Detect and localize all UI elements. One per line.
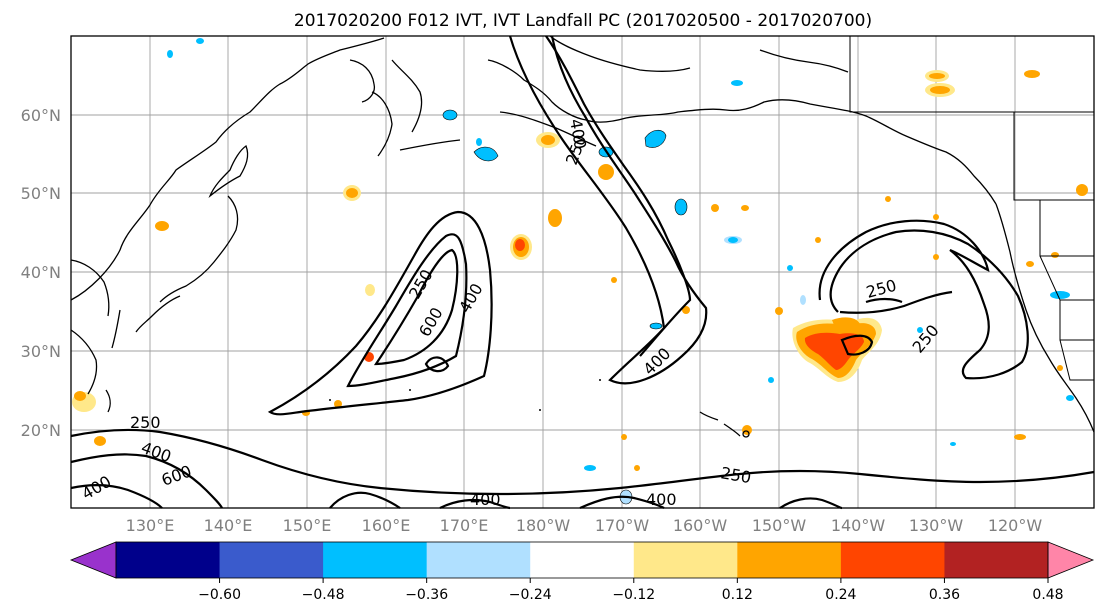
lon-label: 170°E <box>440 516 489 535</box>
colorbar-tick-label: −0.24 <box>509 587 552 601</box>
colorbar-segment <box>219 542 324 578</box>
lon-label: 150°W <box>752 516 807 535</box>
colorbar-outline <box>115 541 1049 579</box>
colorbar-segment <box>426 542 531 578</box>
colorbar-segment <box>116 542 221 578</box>
map-title: 2017020200 F012 IVT, IVT Landfall PC (20… <box>294 11 872 31</box>
lon-label: 130°W <box>909 516 964 535</box>
colorbar-tick-label: −0.60 <box>198 587 241 601</box>
colorbar-segment <box>944 542 1049 578</box>
colorbar-tick-label: −0.36 <box>405 587 448 601</box>
colorbar-tick-label: 0.24 <box>825 587 856 601</box>
colorbar-tick-label: 0.48 <box>1032 587 1063 601</box>
contour-label: 400 <box>646 490 677 509</box>
lat-label: 60°N <box>21 106 61 125</box>
lon-label: 130°E <box>126 516 175 535</box>
lat-label: 40°N <box>21 263 61 282</box>
colorbar-segment <box>633 542 738 578</box>
lon-label: 150°E <box>283 516 332 535</box>
lon-label: 140°W <box>831 516 886 535</box>
contour-label: 250 <box>130 413 161 432</box>
colorbar-tick-label: 0.36 <box>929 587 960 601</box>
colorbar-segment <box>737 542 842 578</box>
map-frame <box>70 35 1095 509</box>
coastlines <box>70 35 1095 438</box>
lat-label: 20°N <box>21 421 61 440</box>
map-panel: 250 400 600 250 400 250 400 600 400 250 … <box>70 35 1095 510</box>
colorbar-segment <box>323 542 428 578</box>
borders <box>849 36 1094 381</box>
colorbar: −0.60 −0.48 −0.36 −0.24 −0.12 0.12 0.24 0.36 0.4… <box>69 541 1095 601</box>
colorbar-tick-label: −0.48 <box>302 587 345 601</box>
colorbar-extend-high <box>1047 541 1095 579</box>
lon-label: 140°E <box>204 516 253 535</box>
graticule <box>71 36 1094 508</box>
lon-label: 180°W <box>516 516 571 535</box>
lon-label: 160°W <box>673 516 728 535</box>
lon-label: 120°W <box>988 516 1043 535</box>
contour-label: 400 <box>470 490 501 509</box>
colorbar-extend-low <box>69 541 117 579</box>
colorbar-tick-label: −0.12 <box>612 587 655 601</box>
lat-label: 30°N <box>21 342 61 361</box>
colorbar-segment <box>530 542 635 578</box>
colorbar-tick-label: 0.12 <box>722 587 753 601</box>
ivt-contours <box>70 35 1095 510</box>
colorbar-segment <box>840 542 945 578</box>
longitude-labels: 130°E 140°E 150°E 160°E 170°E 180°W 170°… <box>126 516 1043 535</box>
latitude-labels: 60°N 50°N 40°N 30°N 20°N <box>21 106 61 440</box>
lon-label: 160°E <box>362 516 411 535</box>
lat-label: 50°N <box>21 184 61 203</box>
lon-label: 170°W <box>595 516 650 535</box>
